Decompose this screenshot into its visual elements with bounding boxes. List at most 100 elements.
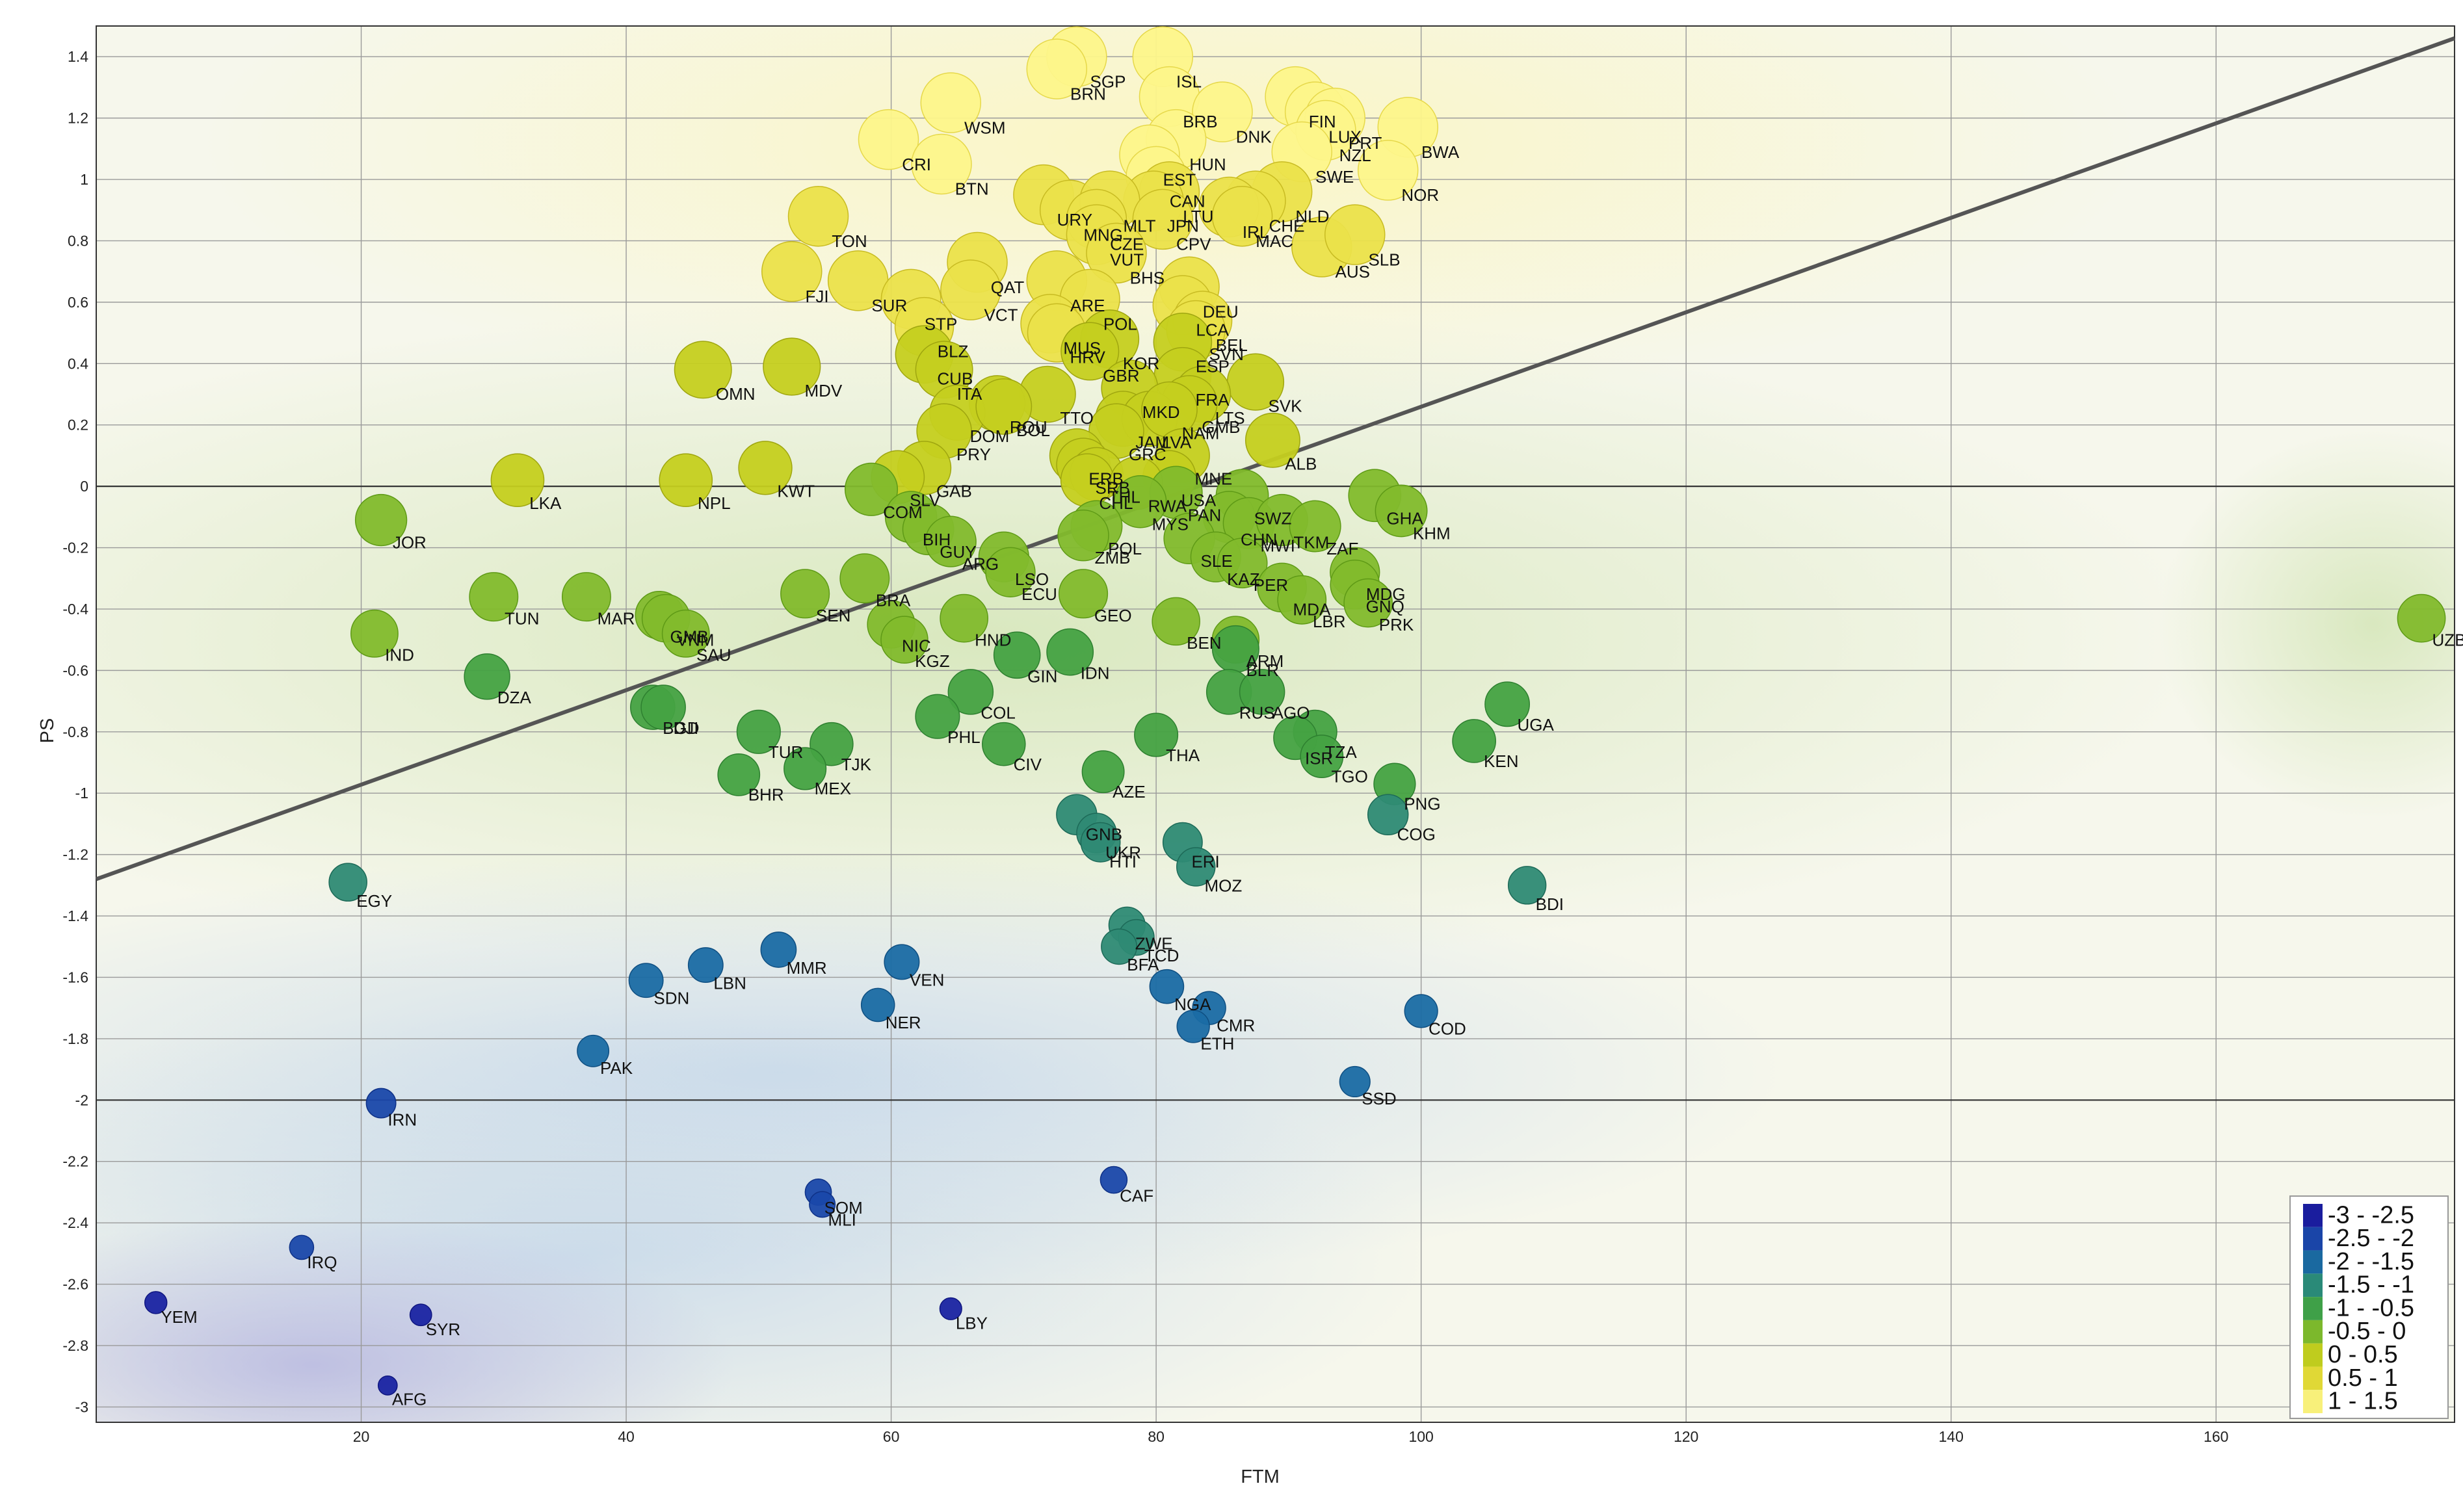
data-point-label: POL <box>1103 314 1137 333</box>
data-point-label: UZB <box>2432 630 2463 649</box>
x-tick-label: 20 <box>353 1428 370 1445</box>
data-point-label: MEX <box>815 779 851 798</box>
data-point-label: ARM <box>1246 651 1284 671</box>
data-point <box>982 722 1026 766</box>
data-point <box>1060 322 1120 381</box>
data-point-label: GEO <box>1094 606 1132 625</box>
data-point-label: KEN <box>1484 751 1518 771</box>
data-point <box>1058 569 1109 619</box>
data-point-label: STP <box>925 314 958 333</box>
data-point <box>1375 484 1428 538</box>
data-point-label: LCA <box>1196 320 1229 340</box>
data-point-label: IRQ <box>307 1253 337 1272</box>
data-point <box>1484 681 1530 727</box>
data-point-label: CHL <box>1099 493 1133 513</box>
data-point <box>1300 735 1344 778</box>
data-point-label: MDV <box>804 381 842 400</box>
data-point-label: MDG <box>1366 584 1406 604</box>
data-point <box>674 341 732 399</box>
data-point <box>365 1088 397 1119</box>
data-point <box>915 694 960 739</box>
y-tick-label: -1.2 <box>62 846 88 863</box>
data-point-label: HUN <box>1189 155 1226 174</box>
data-point-label: POL <box>1108 539 1142 558</box>
data-point-label: HTI <box>1109 852 1137 871</box>
data-point-label: PRT <box>1349 133 1382 153</box>
data-point <box>354 493 408 547</box>
data-point <box>975 378 1033 435</box>
data-point-label: GUY <box>940 542 976 562</box>
data-point-label: DJI <box>673 718 698 738</box>
y-tick-label: 0 <box>80 478 88 495</box>
data-point <box>1289 500 1341 553</box>
y-tick-label: -2 <box>75 1091 88 1108</box>
data-point-label: ARG <box>962 554 999 573</box>
data-point-label: KWT <box>777 481 815 501</box>
data-point-label: VNM <box>677 630 715 649</box>
data-point <box>1192 81 1253 142</box>
data-point-label: SRB <box>1095 478 1129 498</box>
legend-swatch <box>2303 1297 2323 1320</box>
data-point-label: VCT <box>984 305 1018 324</box>
data-point <box>328 863 367 902</box>
data-point <box>839 553 890 604</box>
data-point-label: VEN <box>910 971 944 990</box>
legend-label: -2.5 - -2 <box>2328 1225 2414 1252</box>
legend-label: 1 - 1.5 <box>2328 1388 2398 1415</box>
data-point-label: CHE <box>1269 216 1305 235</box>
data-point <box>1176 847 1216 887</box>
data-point-label: BOL <box>1016 421 1050 440</box>
data-point-label: MAR <box>598 609 635 629</box>
data-point-label: LKA <box>529 493 562 513</box>
y-tick-label: -2.6 <box>62 1276 88 1293</box>
legend-swatch <box>2303 1273 2323 1297</box>
data-point-label: ITA <box>957 384 982 404</box>
data-point-label: KHM <box>1413 524 1451 543</box>
data-point-label: SVK <box>1268 396 1302 415</box>
data-point-label: LUX <box>1328 127 1362 146</box>
data-point-label: MDA <box>1293 600 1331 619</box>
data-point-label: BHR <box>748 785 784 805</box>
data-point-label: NLD <box>1295 207 1329 226</box>
data-point-label: SAU <box>696 645 731 665</box>
data-point <box>640 684 686 730</box>
data-point <box>1057 509 1109 562</box>
data-point <box>760 932 797 968</box>
data-point-label: ZMB <box>1095 548 1131 567</box>
data-point <box>464 653 510 700</box>
data-point-label: SVN <box>1209 345 1243 364</box>
data-point <box>858 109 919 170</box>
data-point-label: SEN <box>816 606 850 625</box>
data-point <box>939 1297 962 1320</box>
x-tick-label: 120 <box>1674 1428 1698 1445</box>
data-point-label: GAB <box>936 481 972 501</box>
data-point <box>1452 719 1496 763</box>
data-point <box>1046 628 1094 676</box>
data-point-label: AZE <box>1113 782 1146 802</box>
data-point <box>1343 578 1393 628</box>
data-point-label: TON <box>832 231 867 251</box>
data-point-label: FIN <box>1309 112 1336 131</box>
data-point-label: SYR <box>426 1320 460 1339</box>
data-point-label: ISR <box>1305 748 1333 768</box>
data-point <box>1113 475 1167 528</box>
data-point-label: HND <box>975 630 1011 649</box>
data-point <box>1324 204 1386 265</box>
data-point-label: PRY <box>956 445 991 464</box>
data-point-label: THA <box>1166 746 1200 765</box>
y-tick-label: 0.4 <box>68 355 88 372</box>
data-point <box>409 1303 432 1327</box>
data-point-label: ESP <box>1196 357 1230 376</box>
data-point-label: BLR <box>1246 660 1279 680</box>
data-point-label: LBR <box>1313 612 1346 631</box>
data-point-label: TZA <box>1325 742 1358 762</box>
data-point <box>1367 794 1409 835</box>
data-point <box>1101 928 1138 965</box>
data-point <box>761 241 823 302</box>
data-point-label: PNG <box>1404 794 1440 814</box>
data-point <box>787 185 849 247</box>
data-point-label: IND <box>385 645 414 665</box>
data-point-label: AUS <box>1336 262 1370 281</box>
data-point-label: ECU <box>1021 584 1057 604</box>
data-point-label: MOZ <box>1205 876 1243 896</box>
